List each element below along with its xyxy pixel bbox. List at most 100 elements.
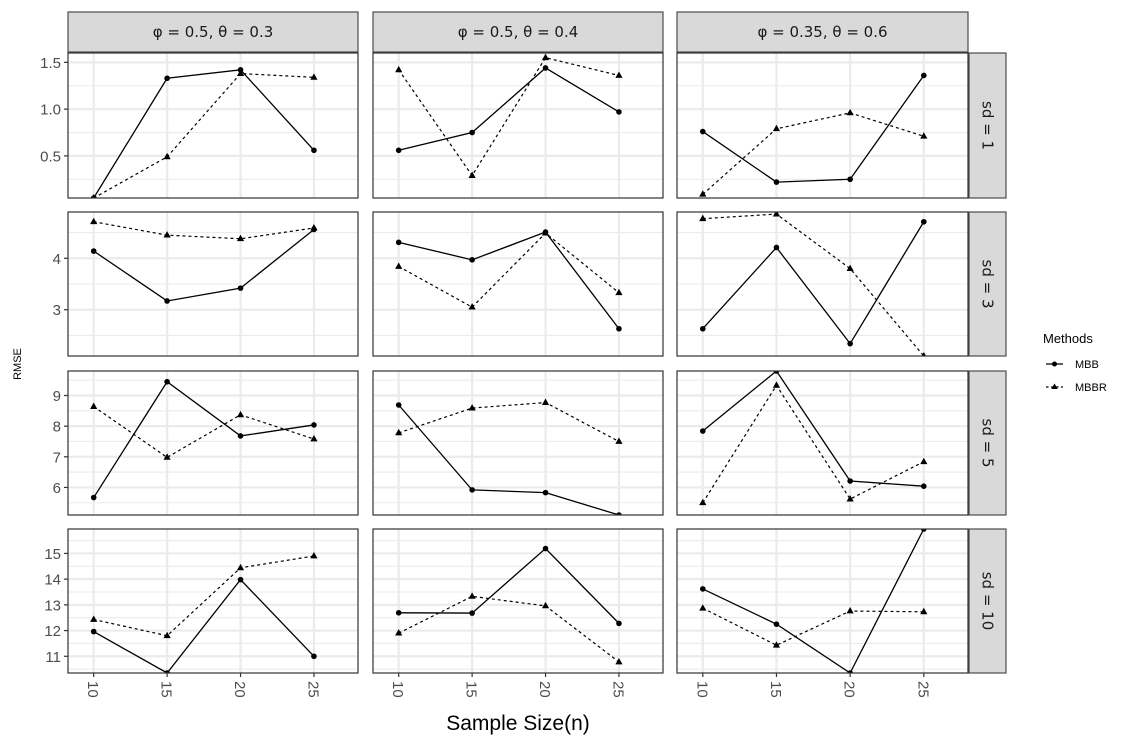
point-mbbr [920,457,928,465]
column-strip-bg [372,11,664,53]
point-mbbr [468,592,476,599]
point-mbbr [236,234,245,242]
series-group [699,72,928,197]
point-mbbr [395,65,403,73]
panel [67,370,359,516]
column-strip-label: φ = 0.35, θ = 0.6 [757,23,887,41]
point-mbbr [846,108,854,116]
point-mbb [616,512,622,515]
row-strip: sd = 5 [968,370,1007,516]
panel-border [372,211,664,357]
panel [676,370,969,516]
legend-label-mbb: MBB [1075,359,1099,371]
point-mbbr [163,631,171,639]
gridlines [68,53,358,198]
column-strip: φ = 0.35, θ = 0.6 [676,11,969,53]
point-mbb [237,285,244,291]
x-tick-label: 15 [158,681,175,698]
series-group [699,371,928,506]
legend-key-mbb-marker [1052,361,1057,367]
x-axis: 10 15 20 25 [693,673,931,698]
point-mbb [311,147,317,154]
point-mbbr [699,498,707,506]
panel [372,52,664,199]
point-mbb [773,244,780,251]
point-mbb [469,487,475,493]
series-group [395,53,623,178]
panel-border [67,370,359,516]
point-mbbr [90,402,98,409]
point-mbbr [920,607,928,615]
row-strip: sd = 1 [968,52,1007,199]
point-mbb [773,371,780,374]
gridlines [677,212,968,356]
y-axis: 6 7 8 9 [53,388,68,497]
point-mbb [699,325,706,332]
series-line-mbbr [93,555,315,637]
y-tick-label: 3 [53,302,61,319]
series-line-mbbr [702,607,924,646]
row-strip-bg [968,52,1007,199]
point-mbbr [310,552,318,559]
point-mbb [920,529,927,532]
y-axis: 11 12 13 14 15 [44,546,68,666]
point-mbb [616,109,622,115]
y-tick-label: 13 [44,597,61,614]
y-tick-label: 0.5 [40,148,61,165]
series-line-mbb [93,228,315,302]
panel [372,211,664,357]
point-mbbr [699,190,707,197]
y-tick-label: 4 [53,251,61,268]
point-mbbr [395,262,403,269]
series-group [395,229,623,332]
point-mbb [847,670,853,673]
point-mbb [237,576,244,583]
point-mbb [542,65,549,71]
row-strip-bg [968,370,1007,516]
point-mbb [773,179,780,185]
row-strip-bg [968,211,1007,357]
point-mbb [395,147,402,154]
series-group [395,545,623,665]
point-mbb [90,494,97,501]
row-strip: sd = 10 [968,528,1007,674]
point-mbbr [615,437,623,444]
legend-entry-mbbr: MBBR [1046,382,1107,394]
y-axis: 0.5 1.0 1.5 [40,55,68,165]
point-mbbr [615,288,623,296]
y-tick-label: 9 [53,388,61,405]
x-tick-label: 10 [84,681,101,698]
point-mbb [616,620,622,627]
point-mbb [542,545,549,552]
point-mbbr [846,264,854,271]
series-group [395,398,623,515]
y-tick-label: 6 [53,480,61,497]
legend-entry-mbb: MBB [1046,359,1099,371]
point-mbbr [468,171,476,178]
column-strips: φ = 0.5, θ = 0.3 φ = 0.5, θ = 0.4 φ = 0.35… [67,11,969,53]
point-mbbr [236,410,245,418]
series-line-mbb [93,69,315,198]
point-mbb [847,340,853,347]
point-mbbr [541,229,550,236]
panel [372,528,664,674]
point-mbb [237,433,244,439]
point-mbb [616,325,622,332]
point-mbbr [163,453,171,460]
point-mbb [164,378,170,385]
x-tick-label: 20 [536,681,553,698]
point-mbbr [615,71,623,78]
point-mbb [773,621,780,627]
y-tick-label: 8 [53,419,61,436]
x-tick-label: 20 [841,681,858,698]
series-line-mbb [93,380,315,498]
point-mbb [847,176,853,183]
series-group [699,212,927,356]
point-mbb [164,75,170,82]
panels [67,52,969,674]
series-line-mbbr [398,232,620,308]
point-mbbr [90,217,98,225]
series-group [699,529,928,673]
